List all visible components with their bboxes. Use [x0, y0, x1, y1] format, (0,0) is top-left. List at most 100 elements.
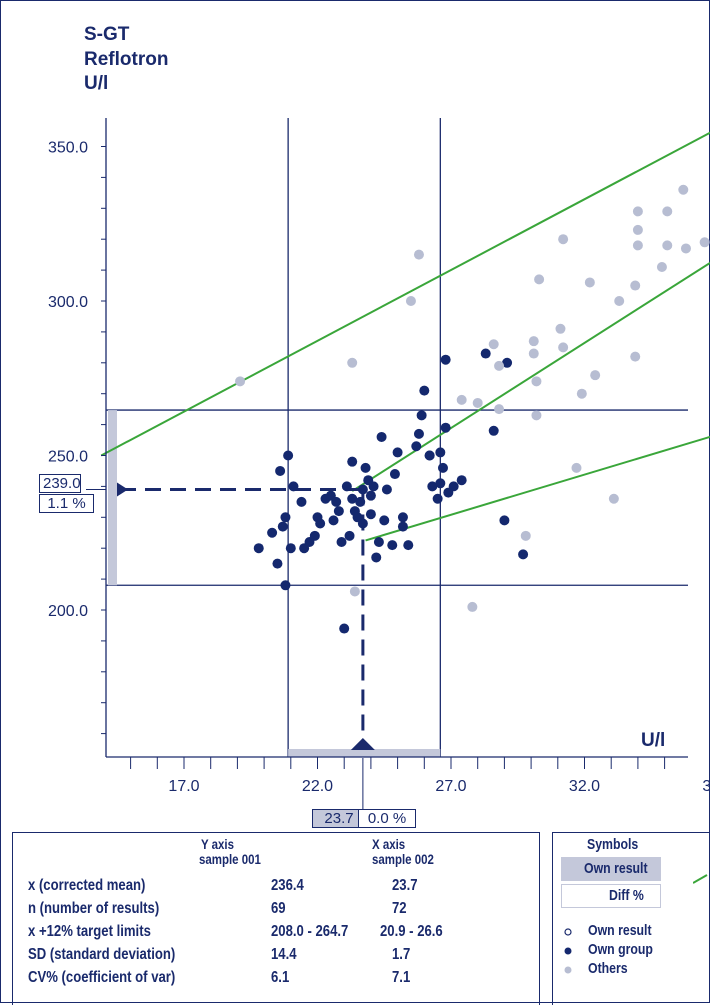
- own-group-point: [365, 509, 376, 520]
- own-group-point: [336, 537, 347, 548]
- others-point: [632, 240, 643, 251]
- open-circle-icon: [564, 928, 572, 936]
- symbols-panel: Symbols Own result Diff % Own result Own…: [552, 832, 710, 1005]
- gray-circle-icon: [564, 966, 572, 974]
- stat-y-mean: 236.4: [271, 877, 304, 894]
- others-point: [555, 323, 566, 334]
- others-point: [576, 388, 587, 399]
- others-point: [531, 410, 542, 421]
- y-tick-label: 350.0: [48, 140, 88, 157]
- scatter-plot: 200.0 250.0 300.0 350.0 17.0 22.0 27.0 32.0 37.0…: [48, 118, 710, 809]
- others-point: [494, 360, 505, 371]
- own-group-point: [413, 428, 424, 439]
- others-point: [614, 296, 625, 306]
- others-point: [608, 493, 619, 504]
- own-group-point: [355, 496, 366, 507]
- diff-button-label: Diff %: [609, 887, 644, 904]
- others-point: [632, 206, 643, 217]
- others-point: [235, 376, 246, 387]
- x-tick-label: 17.0: [168, 778, 199, 795]
- statistics-panel: Y axis sample 001 X axis sample 002 x (c…: [12, 832, 540, 1005]
- own-group-point: [347, 456, 358, 467]
- stat-y-n: 69: [271, 900, 286, 917]
- own-group-point: [328, 515, 339, 526]
- y-target-range-bar: [108, 410, 117, 586]
- own-group-point: [333, 506, 344, 517]
- others-point: [413, 249, 424, 260]
- own-group-point: [424, 450, 435, 461]
- stat-label-mean: x (corrected mean): [28, 877, 146, 894]
- own-group-point: [376, 431, 387, 442]
- stat-x-cv: 7.1: [392, 969, 411, 986]
- own-group-point: [397, 512, 408, 523]
- y-marker-value: 239.0: [39, 474, 81, 493]
- x-tick-label: 27.0: [435, 778, 466, 795]
- others-point: [531, 376, 542, 387]
- own-group-point: [440, 354, 451, 365]
- x-sample-header: sample 002: [372, 851, 434, 867]
- own-group-point: [371, 552, 382, 563]
- own-group-point: [432, 493, 443, 504]
- own-group-point: [277, 521, 288, 532]
- stat-x-mean: 23.7: [392, 877, 418, 894]
- x-axis-label: U/l: [641, 730, 665, 751]
- others-point: [678, 184, 689, 195]
- own-group-point: [315, 518, 326, 529]
- y-axis-header: Y axis: [201, 836, 234, 852]
- own-group-point: [381, 484, 392, 495]
- own-group-point: [419, 385, 430, 396]
- others-point: [630, 351, 641, 362]
- stat-label-limits: x +12% target limits: [28, 923, 151, 940]
- chart-title-unit: U/l: [84, 73, 109, 94]
- others-point: [632, 224, 643, 235]
- own-group-point: [397, 521, 408, 532]
- own-group-point: [272, 558, 283, 569]
- x-marker-diff: 0.0 %: [358, 809, 416, 828]
- x-target-range-bar: [288, 749, 441, 757]
- legend-own-group: Own group: [588, 941, 653, 958]
- others-point: [680, 243, 691, 254]
- own-group-point: [502, 357, 513, 368]
- others-point: [528, 348, 539, 359]
- own-group-point: [360, 462, 371, 473]
- stat-x-limits: 20.9 - 26.6: [380, 923, 443, 940]
- others-point: [630, 280, 641, 291]
- x-marker-triangle-icon: [350, 738, 375, 750]
- green-reference-line: [365, 435, 710, 542]
- others-point: [534, 274, 545, 285]
- others-point: [699, 237, 710, 248]
- x-tick-label: 37.0: [702, 778, 710, 795]
- own-group-point: [365, 490, 376, 501]
- legend-own-result: Own result: [588, 922, 652, 939]
- y-tick-label: 200.0: [48, 603, 88, 620]
- others-point: [494, 404, 505, 415]
- own-group-point: [456, 475, 467, 486]
- y-sample-header: sample 001: [199, 851, 261, 867]
- others-point: [590, 370, 601, 381]
- diff-button[interactable]: Diff %: [561, 884, 661, 908]
- own-group-point: [285, 543, 296, 554]
- x-tick-label: 32.0: [569, 778, 600, 795]
- own-group-point: [427, 481, 438, 492]
- own-group-point: [267, 527, 278, 538]
- own-group-point: [437, 462, 448, 473]
- stat-y-limits: 208.0 - 264.7: [271, 923, 349, 940]
- others-point: [347, 357, 358, 368]
- own-group-point: [518, 549, 529, 560]
- legend-others: Others: [588, 960, 628, 977]
- own-group-point: [331, 496, 342, 507]
- chart-title-analyte: S-GT: [84, 24, 130, 45]
- others-point: [528, 336, 539, 347]
- own-result-button[interactable]: Own result: [561, 857, 661, 881]
- own-group-point: [373, 537, 384, 548]
- own-group-point: [280, 512, 291, 523]
- others-point: [405, 296, 416, 306]
- own-group-point: [387, 540, 398, 551]
- y-tick-label: 300.0: [48, 294, 88, 311]
- x-axis-header: X axis: [372, 836, 406, 852]
- own-group-point: [416, 410, 427, 421]
- chart-title-instrument: Reflotron: [84, 49, 169, 70]
- others-point: [472, 397, 483, 408]
- own-group-point: [379, 515, 390, 526]
- others-point: [558, 234, 569, 245]
